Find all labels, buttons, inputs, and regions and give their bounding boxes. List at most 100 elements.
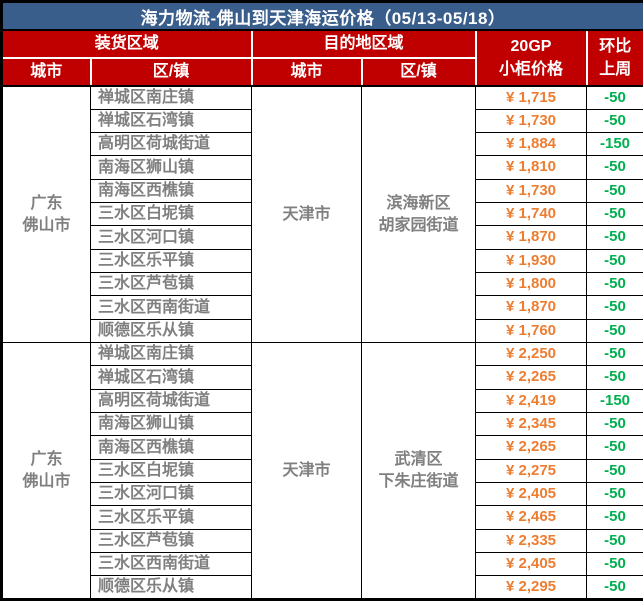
price-cell: ¥ 2,405 xyxy=(475,552,587,577)
origin-district-cell: 三水区芦苞镇 xyxy=(90,528,252,554)
header-loading-city: 城市 xyxy=(0,57,92,87)
price-cell: ¥ 2,265 xyxy=(475,365,587,390)
origin-district-cell: 三水区河口镇 xyxy=(90,482,252,507)
header-wow: 环比 上周 xyxy=(585,29,643,87)
price-cell: ¥ 1,715 xyxy=(475,85,587,110)
wow-cell: -50 xyxy=(585,248,643,274)
dest-city-cell: 天津市 xyxy=(251,85,362,344)
table-row: 南海区狮山镇 ¥ 1,810 -50 xyxy=(2,155,643,180)
wow-cell: -50 xyxy=(585,505,643,530)
price-cell: ¥ 1,740 xyxy=(475,202,587,227)
price-cell: ¥ 1,800 xyxy=(475,272,587,297)
origin-district-cell: 禅城区南庄镇 xyxy=(90,342,252,367)
wow-cell: -50 xyxy=(585,202,643,227)
origin-district-cell: 三水区河口镇 xyxy=(90,225,252,250)
origin-city-line1: 广东 xyxy=(30,194,63,212)
origin-district-cell: 南海区狮山镇 xyxy=(90,412,252,437)
dest-district-line2: 胡家园街道 xyxy=(378,216,459,234)
origin-district-cell: 顺德区乐从镇 xyxy=(90,318,252,344)
origin-district-cell: 顺德区乐从镇 xyxy=(90,575,252,600)
origin-district-cell: 三水区白坭镇 xyxy=(90,458,252,484)
wow-cell: -50 xyxy=(585,482,643,507)
price-cell: ¥ 1,730 xyxy=(475,108,587,134)
dest-district-cell: 武清区 下朱庄街道 xyxy=(361,342,476,600)
wow-cell: -50 xyxy=(585,458,643,484)
price-cell: ¥ 2,405 xyxy=(475,482,587,507)
price-cell: ¥ 1,810 xyxy=(475,155,587,180)
wow-cell: -50 xyxy=(585,342,643,367)
table-row: 三水区芦苞镇 ¥ 1,800 -50 xyxy=(2,272,643,297)
header-dest-city: 城市 xyxy=(250,57,363,87)
origin-district-cell: 三水区乐平镇 xyxy=(90,505,252,530)
wow-cell: -50 xyxy=(585,412,643,437)
origin-city-line2: 佛山市 xyxy=(22,216,71,234)
origin-district-cell: 三水区芦苞镇 xyxy=(90,272,252,297)
origin-city-cell: 广东 佛山市 xyxy=(1,85,91,344)
wow-cell: -50 xyxy=(585,272,643,297)
dest-district-cell: 滨海新区 胡家园街道 xyxy=(361,85,476,344)
dest-city-cell: 天津市 xyxy=(251,342,362,600)
origin-district-cell: 南海区西樵镇 xyxy=(90,435,252,460)
price-cell: ¥ 1,884 xyxy=(475,132,587,157)
table-row: 高明区荷城街道 ¥ 1,884 -150 xyxy=(2,132,643,157)
table-row: 南海区狮山镇 ¥ 2,345 -50 xyxy=(2,412,643,437)
dest-district-line1: 滨海新区 xyxy=(386,194,451,212)
origin-district-cell: 三水区西南街道 xyxy=(90,295,252,320)
price-cell: ¥ 1,760 xyxy=(475,318,587,344)
price-cell: ¥ 1,870 xyxy=(475,295,587,320)
table-row: 广东 佛山市 禅城区南庄镇 天津市 武清区 下朱庄街道 ¥ 2,250 -50 xyxy=(1,342,643,600)
origin-district-cell: 三水区白坭镇 xyxy=(90,202,252,227)
origin-district-cell: 禅城区南庄镇 xyxy=(90,85,252,110)
price-cell: ¥ 1,730 xyxy=(475,178,587,204)
origin-district-cell: 禅城区石湾镇 xyxy=(90,108,252,134)
wow-cell: -50 xyxy=(585,528,643,554)
price-cell: ¥ 2,295 xyxy=(475,575,587,600)
header-20gp-price: 20GP 小柜价格 xyxy=(474,29,588,87)
table-row: 三水区白坭镇 ¥ 1,740 -50 xyxy=(2,202,643,227)
table-row: 禅城区石湾镇 ¥ 1,730 -50 xyxy=(2,108,643,134)
wow-cell: -50 xyxy=(585,435,643,460)
wow-cell: -150 xyxy=(585,132,643,157)
table-row: 三水区河口镇 ¥ 2,405 -50 xyxy=(2,482,643,507)
table-row: 南海区西樵镇 ¥ 1,730 -50 xyxy=(2,178,643,204)
table-row: 三水区西南街道 ¥ 2,405 -50 xyxy=(2,552,643,577)
header-loading-district: 区/镇 xyxy=(89,57,253,87)
origin-district-cell: 三水区乐平镇 xyxy=(90,248,252,274)
table-row: 三水区芦苞镇 ¥ 2,335 -50 xyxy=(2,528,643,554)
origin-district-cell: 高明区荷城街道 xyxy=(90,388,252,414)
wow-cell: -50 xyxy=(585,178,643,204)
header-loading-region: 装货区域 xyxy=(0,29,253,59)
origin-city-cell: 广东 佛山市 xyxy=(1,342,91,600)
price-cell: ¥ 2,250 xyxy=(475,342,587,367)
price-cell: ¥ 2,275 xyxy=(475,458,587,484)
price-cell: ¥ 2,265 xyxy=(475,435,587,460)
wow-cell: -150 xyxy=(585,388,643,414)
wow-cell: -50 xyxy=(585,552,643,577)
table-row: 顺德区乐从镇 ¥ 2,295 -50 xyxy=(2,575,643,600)
header-20gp-line2: 小柜价格 xyxy=(498,61,563,78)
table-row: 三水区西南街道 ¥ 1,870 -50 xyxy=(2,295,643,320)
header-dest-district: 区/镇 xyxy=(360,57,477,87)
dest-district-line1: 武清区 xyxy=(394,450,443,468)
price-table-body: 广东 佛山市 禅城区南庄镇 天津市 滨海新区 胡家园街道 ¥ 1,715 -50 禅城区石湾镇 ¥… xyxy=(1,85,643,600)
origin-district-cell: 南海区狮山镇 xyxy=(90,155,252,180)
wow-cell: -50 xyxy=(585,575,643,600)
page-title: 海力物流-佛山到天津海运价格（05/13-05/18） xyxy=(1,1,643,31)
wow-cell: -50 xyxy=(585,85,643,110)
table-row: 顺德区乐从镇 ¥ 1,760 -50 xyxy=(2,318,643,344)
table-row: 三水区白坭镇 ¥ 2,275 -50 xyxy=(2,458,643,484)
header-20gp-line1: 20GP xyxy=(510,37,552,55)
table-row: 广东 佛山市 禅城区南庄镇 天津市 滨海新区 胡家园街道 ¥ 1,715 -50 xyxy=(1,85,643,344)
header-destination-region: 目的地区域 xyxy=(250,29,477,59)
table-row: 三水区乐平镇 ¥ 2,465 -50 xyxy=(2,505,643,530)
origin-district-cell: 高明区荷城街道 xyxy=(90,132,252,157)
price-cell: ¥ 1,930 xyxy=(475,248,587,274)
origin-city-line1: 广东 xyxy=(30,450,63,468)
price-cell: ¥ 2,465 xyxy=(475,505,587,530)
title-bar: 海力物流-佛山到天津海运价格（05/13-05/18） xyxy=(1,1,643,31)
header-wow-line1: 环比 xyxy=(599,37,632,55)
wow-cell: -50 xyxy=(585,155,643,180)
price-cell: ¥ 2,345 xyxy=(475,412,587,437)
origin-district-cell: 三水区西南街道 xyxy=(90,552,252,577)
origin-district-cell: 禅城区石湾镇 xyxy=(90,365,252,390)
